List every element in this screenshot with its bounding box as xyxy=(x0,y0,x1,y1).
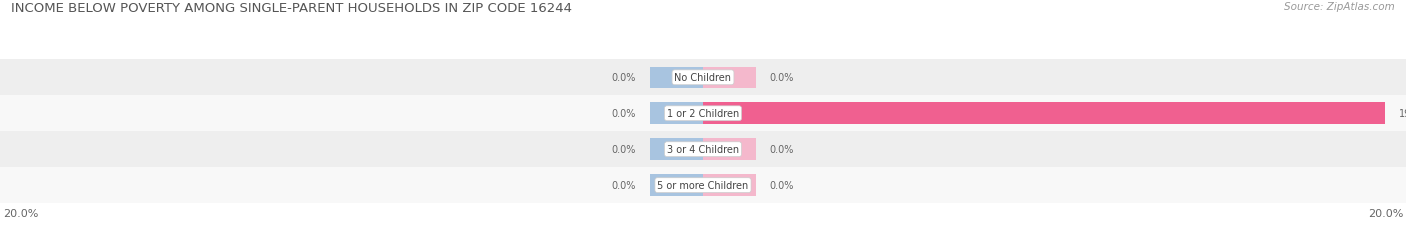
Text: INCOME BELOW POVERTY AMONG SINGLE-PARENT HOUSEHOLDS IN ZIP CODE 16244: INCOME BELOW POVERTY AMONG SINGLE-PARENT… xyxy=(11,2,572,15)
Text: 3 or 4 Children: 3 or 4 Children xyxy=(666,145,740,155)
Text: 1 or 2 Children: 1 or 2 Children xyxy=(666,109,740,119)
Text: 0.0%: 0.0% xyxy=(770,145,794,155)
Bar xyxy=(703,139,756,160)
Text: 0.0%: 0.0% xyxy=(770,73,794,83)
Bar xyxy=(650,175,703,196)
Bar xyxy=(0,60,1406,96)
Text: 0.0%: 0.0% xyxy=(612,180,637,190)
Bar xyxy=(0,167,1406,203)
Text: 20.0%: 20.0% xyxy=(1368,208,1403,218)
Text: 0.0%: 0.0% xyxy=(770,180,794,190)
Bar xyxy=(0,96,1406,132)
Text: 5 or more Children: 5 or more Children xyxy=(658,180,748,190)
Bar xyxy=(650,139,703,160)
Text: 0.0%: 0.0% xyxy=(612,73,637,83)
Bar xyxy=(703,67,756,89)
Bar xyxy=(650,67,703,89)
Text: 0.0%: 0.0% xyxy=(612,109,637,119)
Bar xyxy=(0,132,1406,167)
Bar xyxy=(650,103,703,125)
Text: 0.0%: 0.0% xyxy=(612,145,637,155)
Text: 20.0%: 20.0% xyxy=(3,208,38,218)
Bar xyxy=(703,103,1385,125)
Bar xyxy=(703,175,756,196)
Text: 19.4%: 19.4% xyxy=(1399,109,1406,119)
Text: No Children: No Children xyxy=(675,73,731,83)
Text: Source: ZipAtlas.com: Source: ZipAtlas.com xyxy=(1284,2,1395,12)
